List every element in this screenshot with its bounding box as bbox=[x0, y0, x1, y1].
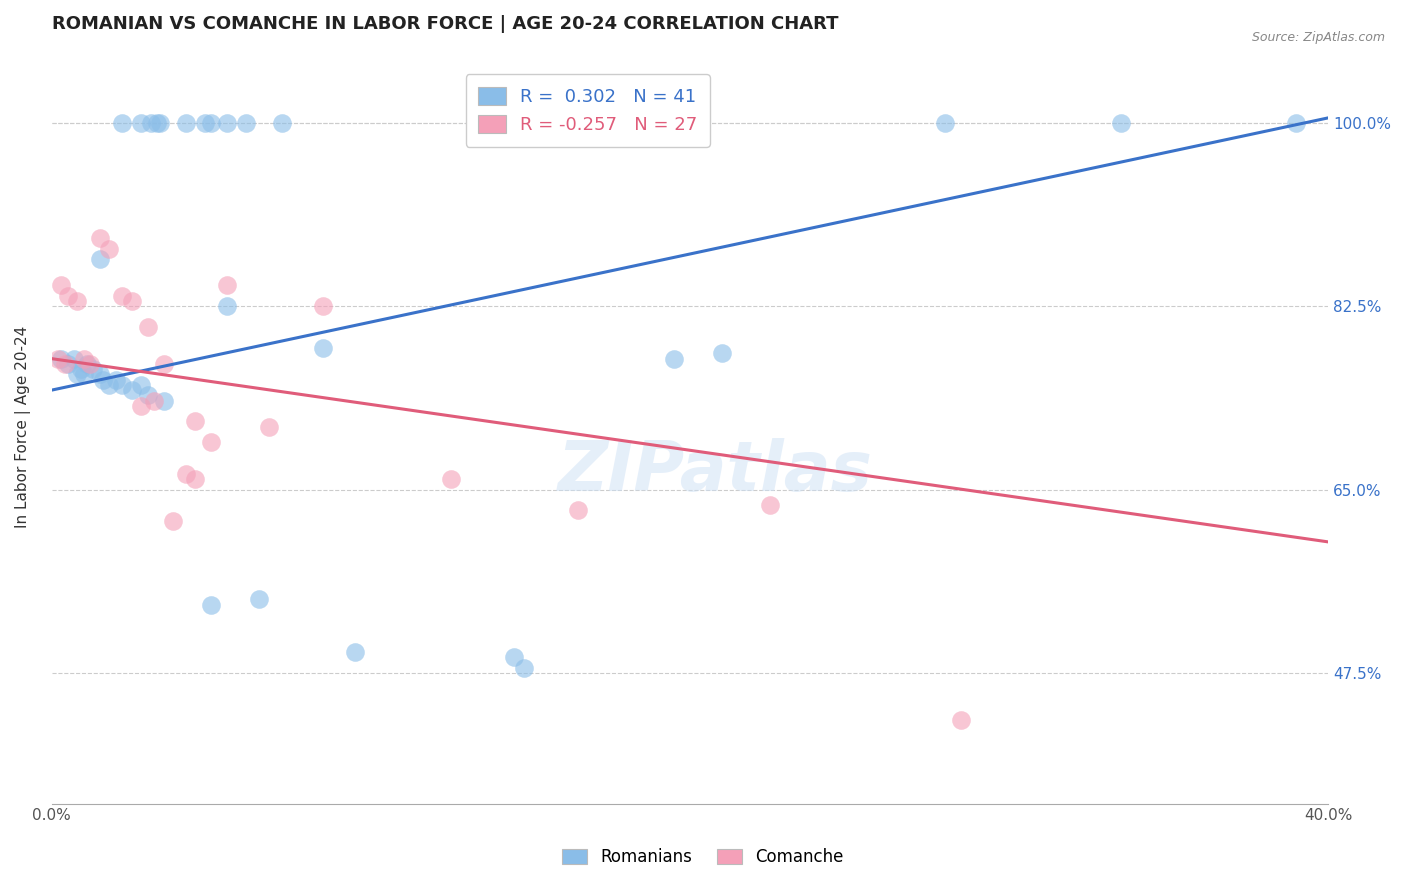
Point bbox=[950, 713, 973, 727]
Point bbox=[513, 660, 536, 674]
Point bbox=[146, 116, 169, 130]
Point bbox=[66, 294, 89, 309]
Point bbox=[758, 498, 780, 512]
Point bbox=[89, 252, 111, 267]
Point bbox=[149, 116, 172, 130]
Point bbox=[200, 435, 222, 450]
Point bbox=[73, 368, 96, 382]
Point bbox=[142, 393, 165, 408]
Point bbox=[121, 383, 143, 397]
Point bbox=[139, 116, 162, 130]
Point bbox=[710, 346, 733, 360]
Point bbox=[51, 351, 73, 366]
Point bbox=[111, 377, 134, 392]
Point bbox=[69, 362, 91, 376]
Point bbox=[152, 357, 174, 371]
Point bbox=[63, 351, 86, 366]
Point bbox=[111, 289, 134, 303]
Point bbox=[129, 399, 152, 413]
Point bbox=[217, 299, 239, 313]
Point bbox=[152, 393, 174, 408]
Text: ROMANIAN VS COMANCHE IN LABOR FORCE | AGE 20-24 CORRELATION CHART: ROMANIAN VS COMANCHE IN LABOR FORCE | AG… bbox=[52, 15, 838, 33]
Point bbox=[184, 415, 207, 429]
Point bbox=[257, 419, 280, 434]
Point bbox=[56, 289, 79, 303]
Point bbox=[136, 320, 159, 334]
Point bbox=[79, 357, 101, 371]
Text: Source: ZipAtlas.com: Source: ZipAtlas.com bbox=[1251, 31, 1385, 45]
Point bbox=[312, 299, 335, 313]
Point bbox=[184, 472, 207, 486]
Point bbox=[91, 373, 114, 387]
Point bbox=[343, 645, 366, 659]
Point bbox=[82, 362, 104, 376]
Point bbox=[98, 242, 121, 256]
Point bbox=[111, 116, 134, 130]
Point bbox=[129, 116, 152, 130]
Point bbox=[217, 116, 239, 130]
Point bbox=[53, 357, 76, 371]
Point bbox=[66, 368, 89, 382]
Point bbox=[194, 116, 217, 130]
Point bbox=[217, 278, 239, 293]
Point bbox=[235, 116, 257, 130]
Point bbox=[174, 116, 197, 130]
Point bbox=[51, 278, 73, 293]
Point bbox=[503, 650, 526, 665]
Point bbox=[129, 377, 152, 392]
Point bbox=[89, 368, 111, 382]
Point bbox=[56, 357, 79, 371]
Point bbox=[440, 472, 463, 486]
Legend: R =  0.302   N = 41, R = -0.257   N = 27: R = 0.302 N = 41, R = -0.257 N = 27 bbox=[465, 74, 710, 147]
Point bbox=[247, 592, 270, 607]
Point bbox=[76, 357, 98, 371]
Point bbox=[89, 231, 111, 245]
Y-axis label: In Labor Force | Age 20-24: In Labor Force | Age 20-24 bbox=[15, 326, 31, 528]
Point bbox=[98, 377, 121, 392]
Point bbox=[174, 467, 197, 481]
Text: ZIPatlas: ZIPatlas bbox=[558, 439, 873, 506]
Legend: Romanians, Comanche: Romanians, Comanche bbox=[554, 840, 852, 875]
Point bbox=[104, 373, 127, 387]
Point bbox=[136, 388, 159, 402]
Point bbox=[46, 351, 69, 366]
Point bbox=[312, 341, 335, 355]
Point bbox=[270, 116, 292, 130]
Point bbox=[934, 116, 956, 130]
Point bbox=[200, 598, 222, 612]
Point bbox=[121, 294, 143, 309]
Point bbox=[1109, 116, 1132, 130]
Point bbox=[567, 503, 589, 517]
Point bbox=[662, 351, 685, 366]
Point bbox=[73, 351, 96, 366]
Point bbox=[200, 116, 222, 130]
Point bbox=[162, 514, 184, 528]
Point bbox=[1285, 116, 1308, 130]
